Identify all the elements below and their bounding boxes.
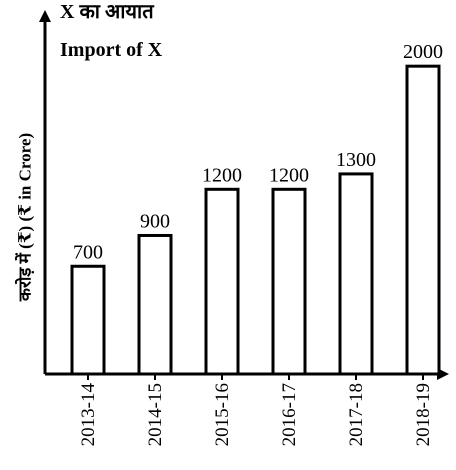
data-label: 700 xyxy=(73,241,103,263)
bar xyxy=(204,187,240,376)
x-tick-label: 2018-19 xyxy=(413,383,434,446)
bar xyxy=(338,172,374,376)
chart-subtitle: Import of X xyxy=(60,39,163,61)
x-tick-label: 2016-17 xyxy=(279,383,300,446)
bar xyxy=(137,233,173,376)
x-tick-label: 2013-14 xyxy=(78,383,99,447)
x-tick-label: 2015-16 xyxy=(212,383,233,446)
x-tick-label: 2014-15 xyxy=(145,383,166,446)
data-label: 1200 xyxy=(202,164,242,186)
x-tick-label: 2017-18 xyxy=(346,383,367,446)
bar xyxy=(70,264,106,376)
bar xyxy=(405,64,441,376)
bar xyxy=(271,187,307,376)
data-label: 2000 xyxy=(403,41,443,63)
data-label: 1200 xyxy=(269,164,309,186)
data-label: 900 xyxy=(140,210,170,232)
chart-title: X का आयात xyxy=(60,1,154,23)
y-axis-arrow xyxy=(39,10,51,22)
data-label: 1300 xyxy=(336,149,376,171)
